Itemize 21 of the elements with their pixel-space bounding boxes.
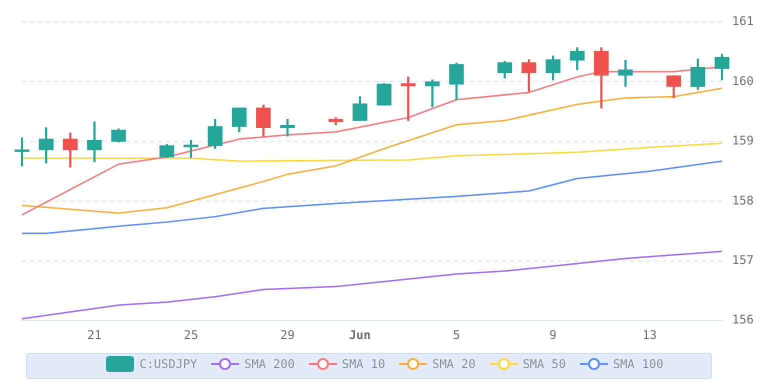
x-tick-label: 21 [87,328,102,342]
x-tick-label: Jun [349,328,371,342]
y-tick-label: 159 [732,134,754,148]
legend-label: SMA 100 [612,357,664,371]
x-tick-label: 5 [452,328,460,342]
candlestick [184,140,198,158]
legend-label: SMA 20 [432,357,476,371]
y-tick-label: 160 [732,74,754,88]
x-tick-label: 13 [642,328,657,342]
legend-label: SMA 50 [522,357,566,371]
candlestick [14,138,30,166]
legend-label: C:USDJPY [139,357,198,371]
x-tick-label: 29 [280,328,295,342]
y-tick-label: 157 [732,253,754,268]
x-tick-label: 9 [549,328,557,342]
legend-label: SMA 10 [342,357,386,371]
y-tick-label: 158 [732,193,754,208]
x-tick-label: 25 [184,328,198,342]
y-tick-label: 156 [732,312,754,327]
legend-label: SMA 200 [244,357,295,371]
y-tick-label: 161 [732,14,754,28]
